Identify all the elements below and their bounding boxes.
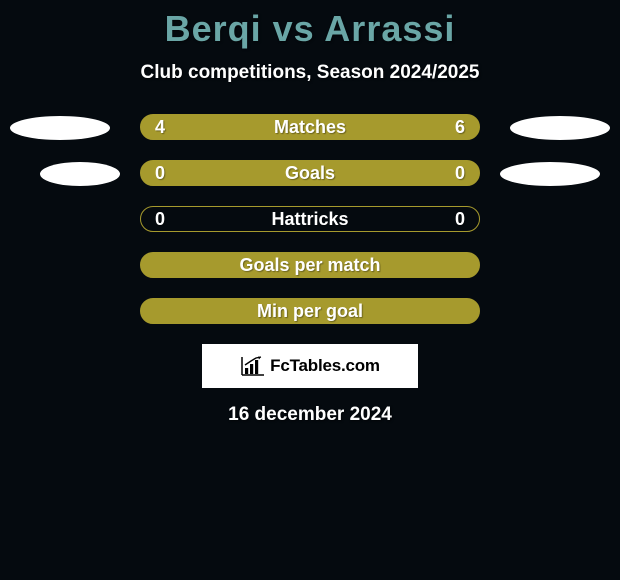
fctables-badge[interactable]: FcTables.com: [202, 344, 418, 388]
stat-row: Goals 0 0: [0, 160, 620, 190]
stat-value-right: 0: [455, 163, 465, 184]
stat-row: Matches 4 6: [0, 114, 620, 144]
stat-row: Goals per match: [0, 252, 620, 282]
fctables-label: FcTables.com: [270, 356, 380, 376]
stat-label: Hattricks: [271, 209, 348, 230]
ellipse-shape: [510, 116, 610, 140]
stat-bar: Hattricks 0 0: [140, 206, 480, 232]
page-subtitle: Club competitions, Season 2024/2025: [0, 62, 620, 84]
stat-value-left: 0: [155, 209, 165, 230]
stat-bar: Min per goal: [140, 298, 480, 324]
stat-value-right: 6: [455, 117, 465, 138]
stat-label: Matches: [274, 117, 346, 138]
stat-label: Min per goal: [257, 301, 363, 322]
stat-bar: Matches 4 6: [140, 114, 480, 140]
chart-container: Berqi vs Arrassi Club competitions, Seas…: [0, 0, 620, 580]
stat-bar: Goals per match: [140, 252, 480, 278]
ellipse-shape: [500, 162, 600, 186]
stat-label: Goals per match: [239, 255, 380, 276]
page-title: Berqi vs Arrassi: [0, 8, 620, 50]
stat-row: Hattricks 0 0: [0, 206, 620, 236]
stat-row: Min per goal: [0, 298, 620, 328]
ellipse-shape: [10, 116, 110, 140]
stat-value-left: 0: [155, 163, 165, 184]
stat-value-left: 4: [155, 117, 165, 138]
stat-value-right: 0: [455, 209, 465, 230]
stat-label: Goals: [285, 163, 335, 184]
stats-area: Matches 4 6 Goals 0 0 Hattricks 0 0 Goals per mat…: [0, 114, 620, 328]
stat-bar: Goals 0 0: [140, 160, 480, 186]
ellipse-shape: [40, 162, 120, 186]
bar-chart-icon: [240, 355, 266, 377]
date-text: 16 december 2024: [0, 404, 620, 426]
